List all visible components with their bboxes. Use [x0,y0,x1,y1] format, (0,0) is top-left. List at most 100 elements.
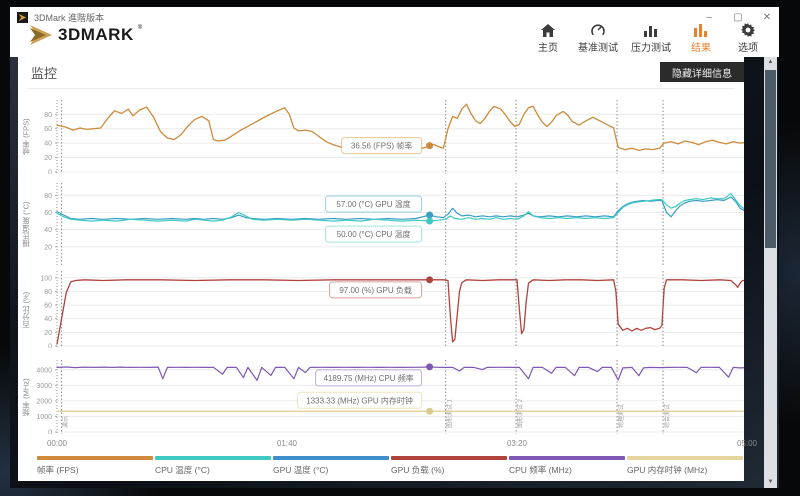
legend-label: GPU 温度 (°C) [273,465,329,475]
hide-details-button[interactable]: 隐藏详细信息 [660,62,744,82]
nav-options-label: 选项 [738,43,758,54]
time-axis: 00:00 01:40 03:20 05:00 [18,439,757,449]
frequency-axis-label: 频率 (MHz) [21,378,31,416]
time-tick-label: 03:20 [506,439,528,448]
svg-text:0: 0 [48,170,52,175]
svg-text:1000: 1000 [36,414,52,421]
fps-chart[interactable]: 0 20 40 60 80 36.56 (FPS) 帧率 [18,100,744,174]
gauge-icon [591,23,605,37]
legend-item[interactable]: 帧率 (FPS) [37,456,153,476]
legend-label: CPU 温度 (°C) [155,465,210,475]
nav-benchmark[interactable]: 基准测试 [578,23,618,54]
legend-color-bar [37,456,153,460]
time-tick-label: 00:00 [46,439,68,448]
close-button[interactable]: ✕ [762,11,772,23]
window-title: 3DMark 進階版本 [34,12,105,23]
fps-chart-row: 帧率 (FPS) 0 20 40 60 80 36.56 (FPS) 帧率 [18,100,744,174]
legend-color-bar [509,456,625,460]
gpu-load-chart[interactable]: 0 20 40 60 80 100 97.00 (%) GPU 负载 [18,271,744,348]
svg-text:20: 20 [44,330,52,337]
nav-options[interactable]: 选项 [731,23,765,54]
content-background: 监控 隐藏详细信息 帧率 (FPS) 0 20 40 60 80 36.56 (FPS) … [10,57,779,488]
svg-text:60: 60 [44,210,52,217]
scrollbar-thumb[interactable] [765,70,776,248]
chart-legend: 帧率 (FPS) CPU 温度 (°C) GPU 温度 (°C) GPU 负载 (%)… [37,456,743,476]
window-controls: – ▢ ✕ [703,7,773,27]
svg-text:3000: 3000 [36,383,52,390]
divider [28,88,734,89]
svg-text:60: 60 [44,303,52,310]
monitor-panel: 监控 隐藏详细信息 帧率 (FPS) 0 20 40 60 80 36.56 (FPS) … [18,57,757,481]
svg-text:40: 40 [44,316,52,323]
legend-color-bar [273,456,389,460]
gpu-load-axis-label: 百分比 (%) [21,291,31,328]
svg-text:20: 20 [44,244,52,251]
svg-text:80: 80 [44,193,52,200]
scroll-down-arrow[interactable]: ▼ [767,479,774,485]
svg-text:36.56 (FPS) 帧率: 36.56 (FPS) 帧率 [351,141,412,151]
svg-text:图形测试 1: 图形测试 1 [446,398,454,428]
nav-stress-test-label: 压力测试 [631,43,671,54]
svg-text:0: 0 [48,430,52,435]
svg-text:图形测试 2: 图形测试 2 [516,398,524,428]
legend-item[interactable]: GPU 负载 (%) [391,456,507,476]
title-bar: 3DMark 進階版本 – ▢ ✕ [10,7,779,27]
gpu-load-chart-row: 百分比 (%) 0 20 40 60 80 100 97.00 (%) GPU 负载 [18,271,744,348]
app-header: 3DMARK ® 主页 基准测试 压力测试 [10,23,779,57]
legend-color-bar [155,456,271,460]
scroll-up-arrow[interactable]: ▲ [767,59,774,65]
frequency-chart-row: 频率 (MHz) 0 1000 2000 3000 4000 演示 图形测试 1 图形测试 2… [18,360,744,434]
3dmark-logo: 3DMARK ® [30,25,142,45]
svg-text:40: 40 [44,141,52,148]
svg-text:60: 60 [44,126,52,133]
legend-label: GPU 内存时钟 (MHz) [627,465,708,475]
nav-home[interactable]: 主页 [531,23,565,54]
frequency-chart[interactable]: 0 1000 2000 3000 4000 演示 图形测试 1 图形测试 2 物理测试 综合测试 4… [18,360,744,434]
maximize-button[interactable]: ▢ [733,11,743,23]
3dmark-wing-icon [30,25,52,45]
logo-text: 3DMARK [58,25,134,44]
nav-results[interactable]: 结果 [684,23,718,54]
svg-text:综合测试: 综合测试 [663,404,671,428]
temperature-chart[interactable]: 20 40 60 80 57.00 (°C) GPU 温度 50.00 (°C) CPU … [18,183,744,266]
legend-label: GPU 负载 (%) [391,465,445,475]
minimize-button[interactable]: – [706,11,712,23]
legend-color-bar [391,456,507,460]
bar-chart-icon [644,23,658,37]
legend-label: CPU 频率 (MHz) [509,465,572,475]
svg-text:80: 80 [44,289,52,296]
home-icon [541,23,555,37]
svg-text:物理测试: 物理测试 [617,404,625,428]
svg-text:97.00 (%) GPU 负载: 97.00 (%) GPU 负载 [339,285,411,295]
svg-text:50.00 (°C) CPU 温度: 50.00 (°C) CPU 温度 [337,229,411,239]
svg-text:57.00 (°C) GPU 温度: 57.00 (°C) GPU 温度 [336,199,410,209]
svg-text:1333.33 (MHz) GPU 内存时钟: 1333.33 (MHz) GPU 内存时钟 [306,395,413,405]
legend-label: 帧率 (FPS) [37,465,79,475]
legend-color-bar [627,456,743,460]
main-nav: 主页 基准测试 压力测试 结果 [531,23,765,54]
svg-text:80: 80 [44,112,52,119]
svg-text:0: 0 [48,344,52,349]
legend-item[interactable]: CPU 温度 (°C) [155,456,271,476]
time-tick-label: 05:00 [736,439,758,448]
nav-home-label: 主页 [538,43,558,54]
svg-text:20: 20 [44,155,52,162]
time-tick-label: 01:40 [276,439,298,448]
nav-results-label: 结果 [691,43,711,54]
legend-item[interactable]: GPU 温度 (°C) [273,456,389,476]
scrollbar: ▲ ▼ [764,57,777,488]
svg-text:4189.75 (MHz) CPU 频率: 4189.75 (MHz) CPU 频率 [323,373,413,383]
logo-registered-mark: ® [137,25,143,31]
nav-stress-test[interactable]: 压力测试 [631,23,671,54]
legend-item[interactable]: CPU 频率 (MHz) [509,456,625,476]
temperature-axis-label: 摄氏温度 (°C) [21,201,31,248]
svg-text:2000: 2000 [36,398,52,405]
app-window: 3DMark 進階版本 – ▢ ✕ 3DMARK ® 主页 [10,7,779,488]
app-icon [17,11,28,23]
gear-icon [741,23,755,37]
svg-text:4000: 4000 [36,367,52,374]
legend-item[interactable]: GPU 内存时钟 (MHz) [627,456,743,476]
monitor-section-title: 监控 [31,66,58,81]
bar-chart-icon [694,23,708,37]
